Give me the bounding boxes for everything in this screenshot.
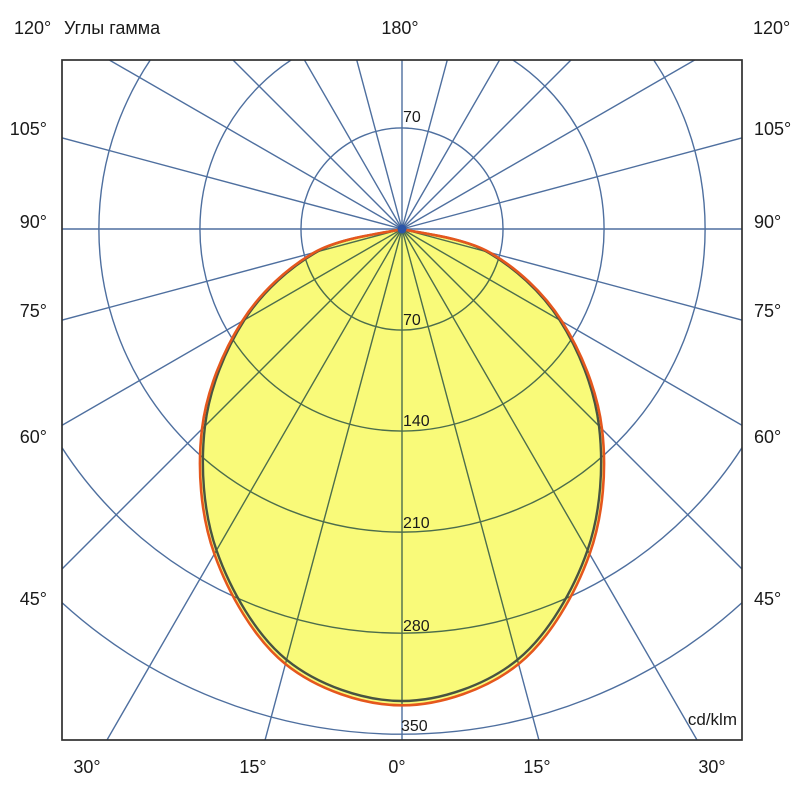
chart-title: Углы гамма — [64, 18, 161, 38]
angle-label-top-right: 120° — [753, 18, 791, 38]
angle-label-right-45: 45° — [754, 589, 782, 609]
radial-tick-210: 210 — [403, 515, 430, 532]
angle-label-right-75: 75° — [754, 301, 782, 321]
unit-label: cd/klm — [687, 710, 737, 729]
angle-label-right-90: 90° — [754, 212, 782, 232]
angle-label-top-left: 120° — [14, 18, 52, 38]
radial-tick-140: 140 — [403, 413, 430, 430]
intensity-lobe-fill — [199, 229, 605, 706]
angle-label-left-45: 45° — [19, 589, 47, 609]
angle-label-bottom-15L: 15° — [239, 757, 267, 777]
radial-tick-350: 350 — [401, 718, 428, 735]
intensity-curve-green — [201, 227, 603, 703]
polar-origin-dot — [397, 224, 407, 234]
angle-label-180: 180° — [381, 18, 419, 38]
radial-tick-70: 70 — [403, 312, 421, 329]
angle-label-bottom-0: 0° — [388, 757, 406, 777]
angle-label-right-60: 60° — [754, 427, 782, 447]
angle-label-left-90: 90° — [19, 212, 47, 232]
angle-label-left-105: 105° — [9, 119, 47, 139]
plot-frame — [61, 59, 743, 741]
angle-label-bottom-30L: 30° — [73, 757, 101, 777]
angle-label-right-105: 105° — [754, 119, 792, 139]
angle-label-left-60: 60° — [19, 427, 47, 447]
angle-label-bottom-30R: 30° — [698, 757, 726, 777]
radial-tick-280: 280 — [403, 618, 430, 635]
radial-tick-70-upper: 70 — [403, 109, 421, 126]
angle-label-bottom-15R: 15° — [523, 757, 551, 777]
angle-label-left-75: 75° — [19, 301, 47, 321]
intensity-curve-orange — [198, 227, 606, 707]
